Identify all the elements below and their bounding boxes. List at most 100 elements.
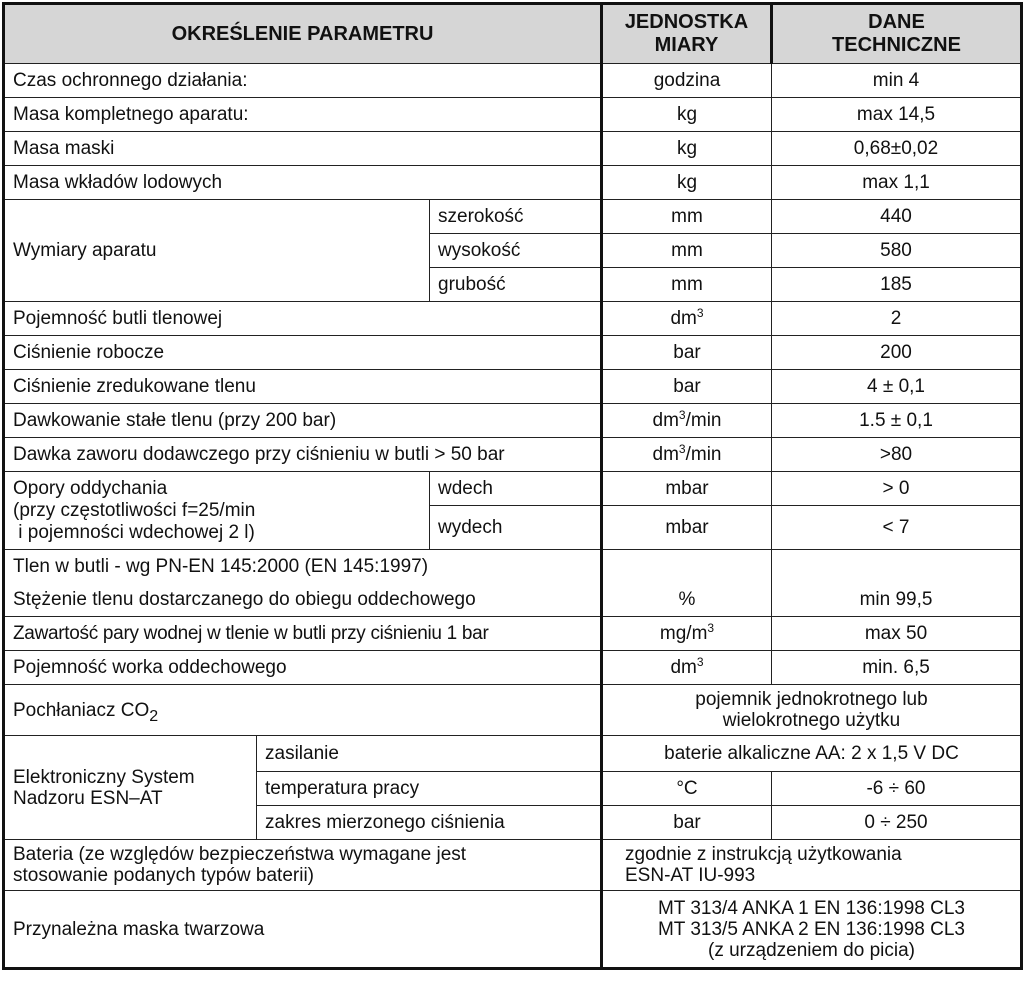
table-row: Wymiary aparatu szerokość mm 440	[2, 199, 1023, 302]
table-row: Ciśnienie zredukowane tlenu bar 4 ± 0,1	[2, 369, 1023, 404]
value-cell: 200	[771, 335, 1023, 370]
value-cell: max 14,5	[771, 97, 1023, 132]
table-row: Elektroniczny System Nadzoru ESN–AT zasi…	[2, 735, 1023, 840]
param-label: Tlen w butli - wg PN-EN 145:2000 (EN 145…	[2, 549, 602, 583]
table-row: Pochłaniacz CO2 pojemnik jednokrotnego l…	[2, 684, 1023, 736]
unit-cell: °C	[600, 771, 772, 806]
sub-label: szerokość	[429, 199, 602, 234]
value-cell: > 0	[771, 471, 1023, 506]
value-cell: 440	[771, 199, 1023, 234]
table-row: Ciśnienie robocze bar 200	[2, 335, 1023, 370]
table-row: temperatura pracy °C -6 ÷ 60	[4, 771, 1023, 806]
table-row: Przynależna maska twarzowa MT 313/4 ANKA…	[2, 890, 1023, 970]
unit-cell: %	[600, 583, 772, 617]
table-row: Masa maski kg 0,68±0,02	[2, 131, 1023, 166]
sub-label: zasilanie	[256, 735, 602, 772]
header-value: DANE TECHNICZNE	[770, 2, 1023, 64]
value-cell: 0,68±0,02	[771, 131, 1023, 166]
value-cell: max 1,1	[771, 165, 1023, 200]
param-label: Masa maski	[2, 131, 602, 166]
value-cell: 185	[771, 267, 1023, 302]
unit-cell: dm3/min	[600, 403, 772, 438]
param-label: Elektroniczny System Nadzoru ESN–AT	[2, 735, 257, 840]
table-row: Pojemność butli tlenowej dm3 2	[2, 301, 1023, 336]
param-label: Masa kompletnego aparatu:	[2, 97, 602, 132]
table-row: wysokość mm 580	[4, 233, 1023, 268]
table-row: Zawartość pary wodnej w tlenie w butli p…	[2, 616, 1023, 651]
technical-data-table: OKREŚLENIE PARAMETRU JEDNOSTKA MIARY DAN…	[2, 2, 1023, 970]
table-row: Bateria (ze względów bezpieczeństwa wyma…	[2, 839, 1023, 891]
sub-label: wysokość	[429, 233, 602, 268]
unit-cell: kg	[600, 165, 772, 200]
unit-cell: mm	[600, 267, 772, 302]
value-cell: pojemnik jednokrotnego lub wielokrotnego…	[600, 684, 1023, 736]
value-cell	[771, 549, 1023, 583]
sub-label: wydech	[429, 505, 602, 550]
param-label: Dawka zaworu dodawczego przy ciśnieniu w…	[2, 437, 602, 472]
value-cell: >80	[771, 437, 1023, 472]
sub-label: zakres mierzonego ciśnienia	[256, 805, 602, 840]
table-row: grubość mm 185	[4, 267, 1023, 302]
value-cell: max 50	[771, 616, 1023, 651]
param-label: Dawkowanie stałe tlenu (przy 200 bar)	[2, 403, 602, 438]
param-label: Bateria (ze względów bezpieczeństwa wyma…	[2, 839, 602, 891]
unit-cell: bar	[600, 369, 772, 404]
header-param: OKREŚLENIE PARAMETRU	[2, 2, 602, 64]
param-label: Wymiary aparatu	[2, 199, 430, 302]
table-row: Opory oddychania (przy częstotliwości f=…	[2, 471, 1023, 550]
param-label: Czas ochronnego działania:	[2, 63, 602, 98]
table-row: Stężenie tlenu dostarczanego do obiegu o…	[2, 583, 1023, 617]
table-row: Masa wkładów lodowych kg max 1,1	[2, 165, 1023, 200]
table-row: wydech mbar < 7	[4, 505, 1023, 550]
value-cell: 580	[771, 233, 1023, 268]
value-cell: min 99,5	[771, 583, 1023, 617]
table-row: Masa kompletnego aparatu: kg max 14,5	[2, 97, 1023, 132]
unit-cell: mm	[600, 233, 772, 268]
unit-cell: bar	[600, 335, 772, 370]
header-unit: JEDNOSTKA MIARY	[600, 2, 772, 64]
value-cell: 0 ÷ 250	[771, 805, 1023, 840]
header-row: OKREŚLENIE PARAMETRU JEDNOSTKA MIARY DAN…	[2, 2, 1023, 64]
param-label: Pochłaniacz CO2	[2, 684, 602, 736]
table-row: Dawkowanie stałe tlenu (przy 200 bar) dm…	[2, 403, 1023, 438]
unit-cell: mbar	[600, 471, 772, 506]
param-label: Zawartość pary wodnej w tlenie w butli p…	[2, 616, 602, 651]
value-cell: < 7	[771, 505, 1023, 550]
unit-cell: dm3	[600, 650, 772, 685]
unit-cell: mg/m3	[600, 616, 772, 651]
value-cell: baterie alkaliczne AA: 2 x 1,5 V DC	[600, 735, 1023, 772]
unit-cell: mm	[600, 199, 772, 234]
sub-label: wdech	[429, 471, 602, 506]
value-cell: -6 ÷ 60	[771, 771, 1023, 806]
unit-cell: godzina	[600, 63, 772, 98]
value-cell: 4 ± 0,1	[771, 369, 1023, 404]
sub-label: grubość	[429, 267, 602, 302]
value-cell: 1.5 ± 0,1	[771, 403, 1023, 438]
param-label: Przynależna maska twarzowa	[2, 890, 602, 970]
unit-cell: kg	[600, 131, 772, 166]
value-cell: MT 313/4 ANKA 1 EN 136:1998 CL3 MT 313/5…	[600, 890, 1023, 970]
unit-cell	[600, 549, 772, 583]
unit-cell: dm3/min	[600, 437, 772, 472]
param-label: Ciśnienie robocze	[2, 335, 602, 370]
value-cell: min. 6,5	[771, 650, 1023, 685]
unit-cell: bar	[600, 805, 772, 840]
table-row: zakres mierzonego ciśnienia bar 0 ÷ 250	[4, 805, 1023, 840]
param-label: Opory oddychania (przy częstotliwości f=…	[2, 471, 430, 550]
table-row: Pojemność worka oddechowego dm3 min. 6,5	[2, 650, 1023, 685]
param-label: Pojemność butli tlenowej	[2, 301, 602, 336]
value-cell: min 4	[771, 63, 1023, 98]
unit-cell: dm3	[600, 301, 772, 336]
param-label: Stężenie tlenu dostarczanego do obiegu o…	[2, 583, 602, 617]
param-label: Ciśnienie zredukowane tlenu	[2, 369, 602, 404]
unit-cell: mbar	[600, 505, 772, 550]
unit-cell: kg	[600, 97, 772, 132]
param-label: Pojemność worka oddechowego	[2, 650, 602, 685]
value-cell: 2	[771, 301, 1023, 336]
value-cell: zgodnie z instrukcją użytkowania ESN-AT …	[600, 839, 1023, 891]
table-row: Tlen w butli - wg PN-EN 145:2000 (EN 145…	[2, 549, 1023, 583]
table-row: Dawka zaworu dodawczego przy ciśnieniu w…	[2, 437, 1023, 472]
table-row: Czas ochronnego działania: godzina min 4	[2, 63, 1023, 98]
sub-label: temperatura pracy	[256, 771, 602, 806]
param-label: Masa wkładów lodowych	[2, 165, 602, 200]
